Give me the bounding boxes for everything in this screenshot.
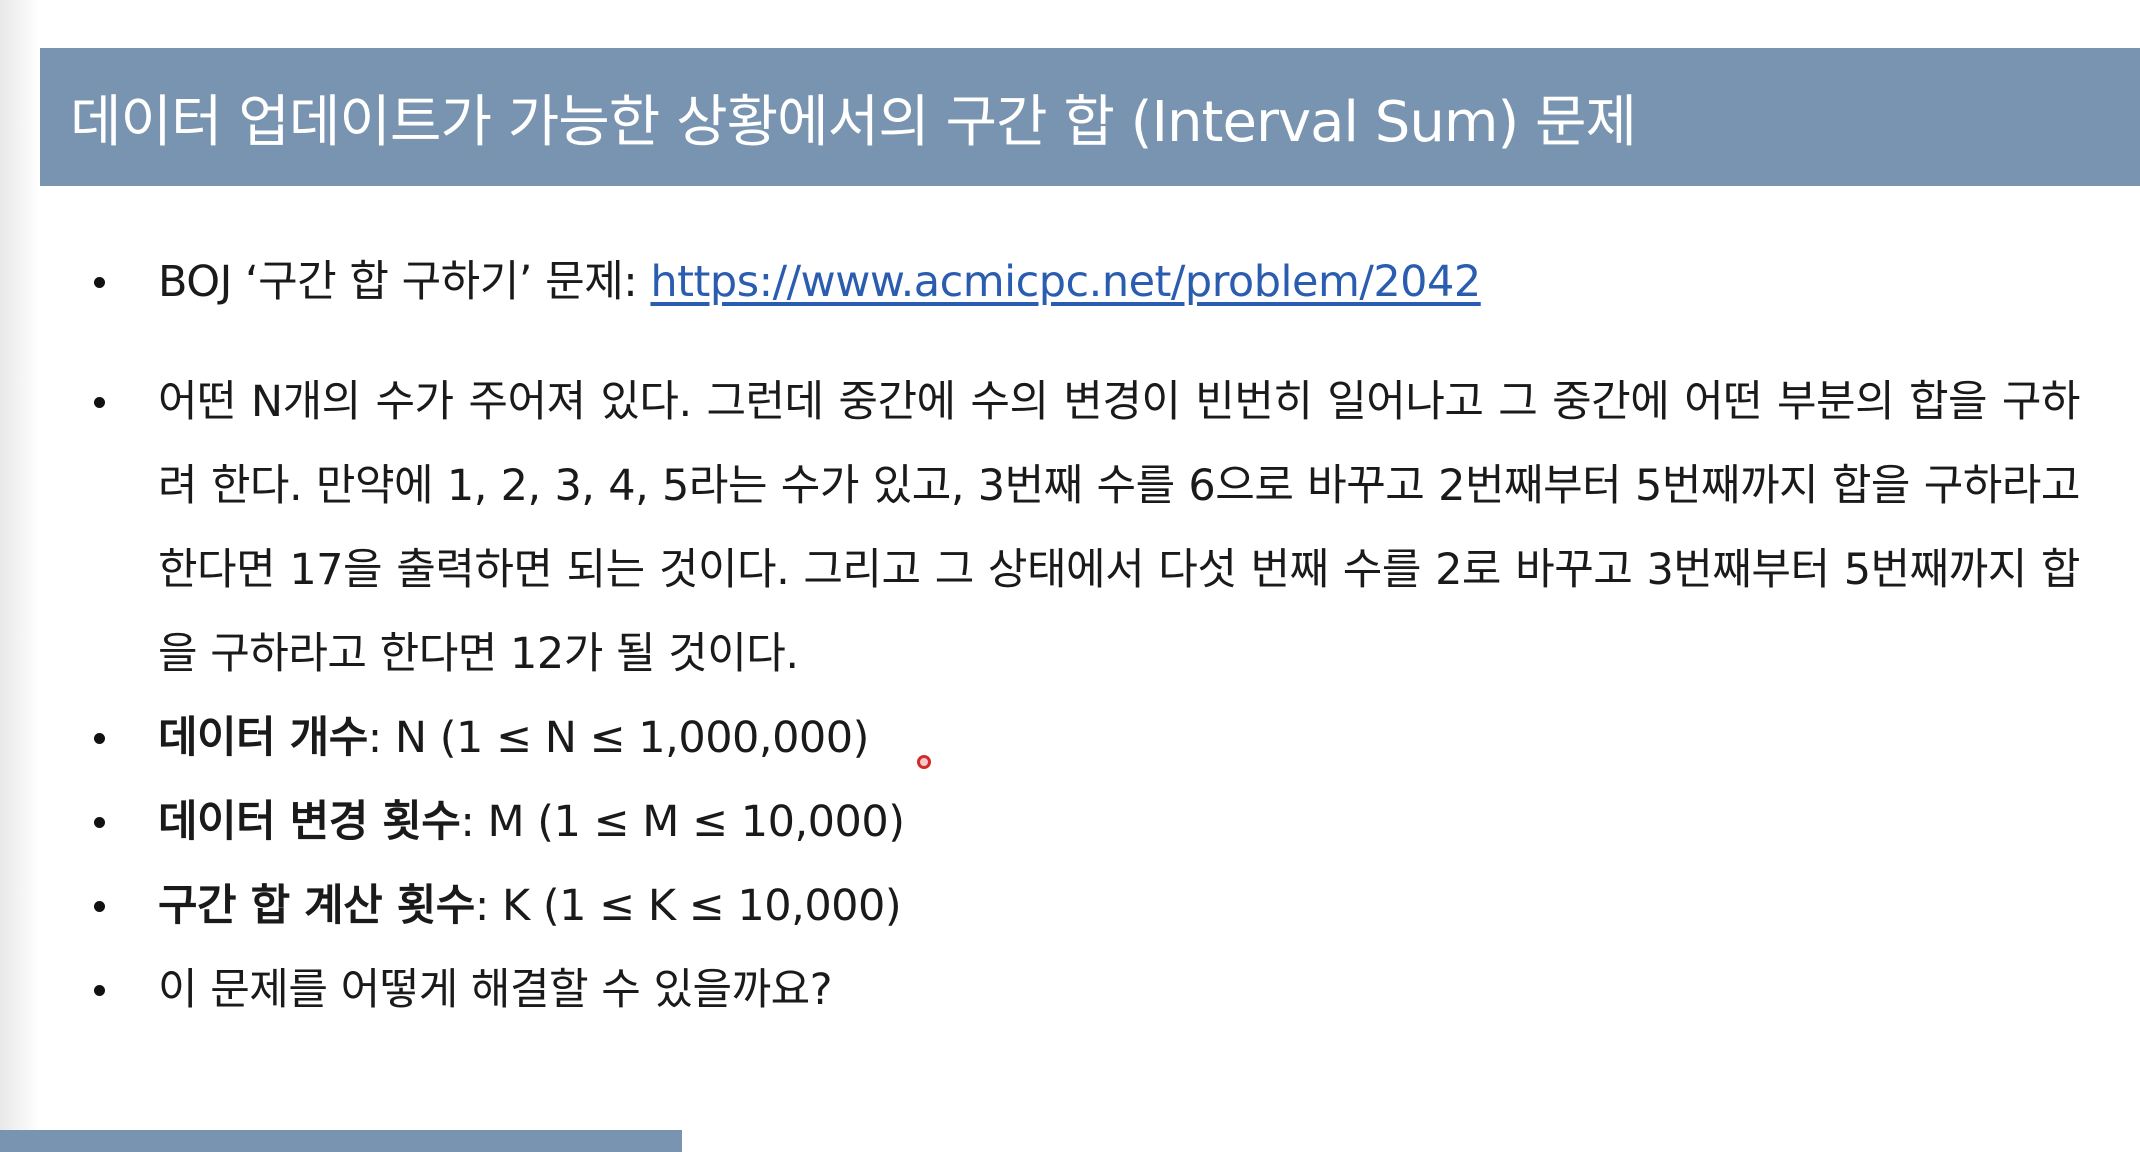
bullet-dot-icon — [94, 733, 105, 744]
data-count-value: : N (1 ≤ N ≤ 1,000,000) — [367, 713, 870, 763]
bullet-problem-description: 어떤 N개의 수가 주어져 있다. 그런데 중간에 수의 변경이 빈번히 일어나… — [90, 360, 2081, 696]
slide-title: 데이터 업데이트가 가능한 상황에서의 구간 합 (Interval Sum) … — [70, 89, 1637, 155]
bullet-dot-icon — [94, 277, 105, 288]
update-count-value: : M (1 ≤ M ≤ 10,000) — [460, 797, 905, 847]
bullet-dot-icon — [94, 397, 105, 408]
question-text: 이 문제를 어떻게 해결할 수 있을까요? — [158, 965, 833, 1015]
bottom-accent-bar — [0, 1130, 682, 1152]
update-count-label: 데이터 변경 횟수 — [158, 797, 461, 847]
query-count-label: 구간 합 계산 횟수 — [158, 881, 475, 931]
left-edge-shade — [0, 0, 40, 1152]
bullet-question: 이 문제를 어떻게 해결할 수 있을까요? — [90, 948, 2080, 1032]
bullet-query-count: 구간 합 계산 횟수: K (1 ≤ K ≤ 10,000) — [90, 864, 2080, 948]
boj-label: BOJ ‘구간 합 구하기’ 문제: — [158, 257, 651, 307]
bullet-data-count: 데이터 개수: N (1 ≤ N ≤ 1,000,000) — [90, 696, 2080, 780]
bullet-list: BOJ ‘구간 합 구하기’ 문제: https://www.acmicpc.n… — [90, 240, 2081, 1032]
query-count-value: : K (1 ≤ K ≤ 10,000) — [474, 881, 902, 931]
pointer-cursor-icon — [917, 755, 931, 769]
bullet-dot-icon — [94, 985, 105, 996]
slide-title-bar: 데이터 업데이트가 가능한 상황에서의 구간 합 (Interval Sum) … — [40, 48, 2140, 186]
boj-problem-link[interactable]: https://www.acmicpc.net/problem/2042 — [650, 257, 1481, 307]
bullet-boj-problem: BOJ ‘구간 합 구하기’ 문제: https://www.acmicpc.n… — [90, 240, 2080, 324]
data-count-label: 데이터 개수 — [158, 713, 368, 763]
bullet-update-count: 데이터 변경 횟수: M (1 ≤ M ≤ 10,000) — [90, 780, 2080, 864]
bullet-dot-icon — [94, 817, 105, 828]
bullet-dot-icon — [94, 901, 105, 912]
problem-description: 어떤 N개의 수가 주어져 있다. 그런데 중간에 수의 변경이 빈번히 일어나… — [158, 377, 2081, 679]
